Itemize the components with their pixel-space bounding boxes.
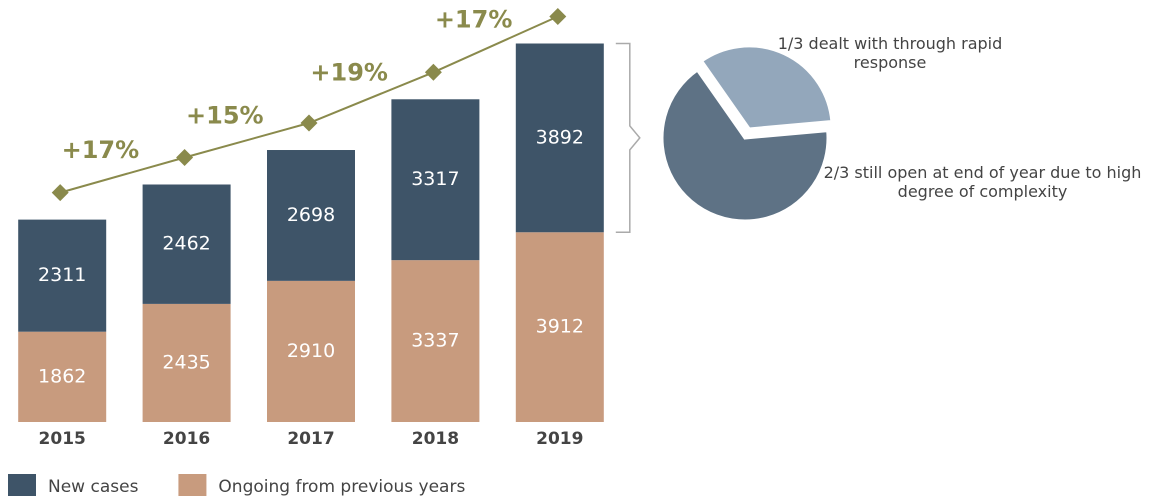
growth-label: +17% [435,5,513,33]
bar-segment [515,43,604,233]
growth-marker [424,63,442,81]
bar-segment [267,280,355,422]
bar-segment [142,184,231,304]
data-label: 2698 [287,204,335,226]
x-tick-label: 2015 [39,429,86,449]
bar-segment [142,303,231,422]
pie-label: 2/3 still open at end of year due to hig… [823,163,1142,201]
bar-segment [391,260,480,422]
data-label: 3912 [536,316,584,338]
legend-label: Ongoing from previous years [218,477,465,497]
legend-label: New cases [48,477,139,497]
data-label: 1862 [38,365,86,387]
x-tick-label: 2016 [163,429,210,449]
growth-marker [176,149,194,166]
x-tick-label: 2018 [412,429,459,449]
data-label: 2311 [38,264,86,286]
growth-marker [549,8,567,25]
legend-swatch [178,474,207,496]
data-label: 3337 [411,330,459,352]
growth-marker [51,184,69,202]
pie-label: 1/3 dealt with through rapid response [777,34,1003,72]
growth-marker [300,114,318,132]
bar-segment [515,232,604,422]
data-label: 3317 [411,168,459,190]
growth-label: +17% [62,136,140,164]
pie-slice [660,67,830,223]
bar-segment [18,219,107,332]
growth-label: +15% [186,101,264,129]
bar-segment [391,99,480,261]
bar-segment [18,331,107,422]
data-label: 2910 [287,340,335,362]
growth-label: +19% [310,59,388,87]
bracket [615,42,641,234]
x-tick-label: 2017 [287,429,334,449]
data-label: 2462 [162,233,210,255]
x-tick-label: 2019 [536,429,583,449]
data-label: 3892 [536,126,584,148]
pie-slice [699,44,834,131]
legend-swatch [8,474,36,496]
bar-segment [267,150,355,281]
data-label: 2435 [162,351,210,373]
